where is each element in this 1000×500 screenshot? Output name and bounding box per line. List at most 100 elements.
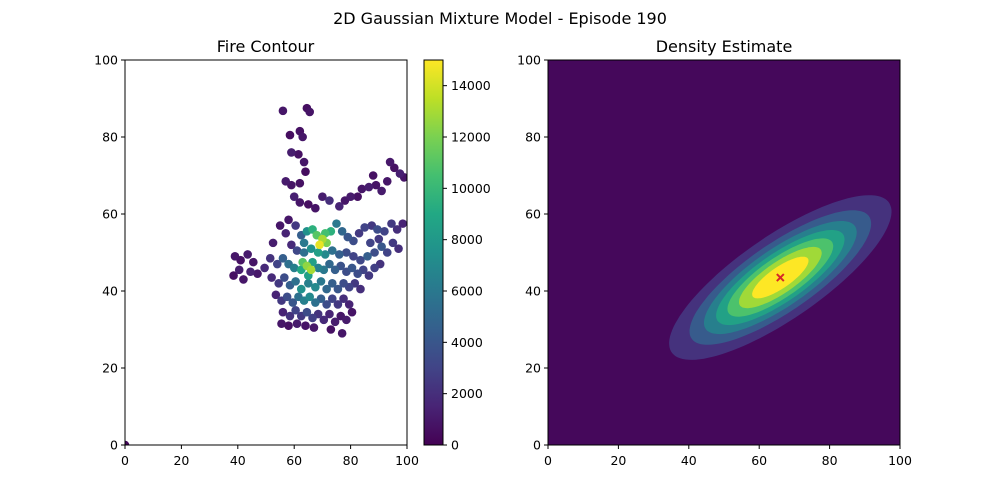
density-mean-marker	[776, 273, 785, 282]
fire-point	[335, 250, 344, 259]
fire-point	[271, 290, 281, 300]
fire-point	[385, 157, 395, 167]
fire-point	[281, 176, 291, 186]
colorbar-tick-label: 8000	[451, 232, 483, 247]
colorbar-tick-label: 12000	[451, 130, 491, 145]
fire-point	[302, 307, 312, 317]
fire-point	[278, 106, 288, 116]
fire-point	[335, 202, 344, 211]
fire-point	[342, 248, 351, 257]
fire-point	[343, 232, 353, 242]
figure-suptitle: 2D Gaussian Mixture Model - Episode 190	[333, 9, 667, 28]
fire-point	[299, 248, 309, 257]
fire-point	[377, 186, 386, 196]
fire-contour-plot-area	[125, 60, 407, 445]
fire-point	[299, 238, 309, 248]
mean-x-stroke	[776, 273, 785, 282]
fire-point	[382, 176, 392, 186]
fire-point	[291, 277, 300, 286]
fire-point	[354, 228, 364, 238]
fire-contour-x-tick-label: 60	[286, 453, 302, 468]
fire-point	[327, 294, 337, 304]
density-estimate-x-tick-label: 0	[544, 453, 552, 468]
colorbar-tick-label: 2000	[451, 386, 483, 401]
fire-point	[253, 269, 262, 278]
density-estimate-y-tick-label: 100	[517, 53, 541, 68]
density-estimate-x-tick-label: 60	[751, 453, 767, 468]
fire-point	[382, 248, 392, 257]
fire-point	[292, 246, 302, 255]
fire-point	[325, 196, 334, 205]
fire-contour-points	[125, 103, 407, 445]
fire-point	[353, 269, 362, 278]
fire-point	[292, 319, 302, 329]
fire-point	[294, 150, 303, 159]
fire-point	[239, 275, 248, 284]
fire-point	[322, 300, 331, 309]
fire-point	[275, 221, 285, 230]
fire-point	[325, 259, 334, 269]
fire-point	[387, 219, 396, 228]
fire-point	[295, 198, 305, 207]
fire-point	[284, 215, 293, 225]
colorbar-tick-label: 14000	[451, 78, 491, 93]
fire-point	[368, 171, 378, 180]
fire-contour-y-tick-label: 80	[102, 130, 118, 145]
fire-point	[330, 265, 340, 275]
fire-point	[289, 263, 299, 273]
colorbar-tick-label: 4000	[451, 335, 483, 350]
fire-point	[274, 279, 283, 288]
fire-point	[370, 248, 379, 257]
fire-point	[371, 180, 381, 190]
fire-point	[230, 252, 240, 261]
density-estimate-title: Density Estimate	[656, 37, 793, 56]
fire-point	[308, 313, 317, 323]
fire-point	[268, 238, 278, 248]
fire-point	[291, 221, 300, 230]
fire-point	[360, 223, 370, 232]
fire-point	[356, 284, 365, 294]
fire-point	[243, 250, 252, 259]
fire-contour-y-tick-label: 60	[102, 207, 118, 222]
fire-point	[327, 246, 337, 255]
fire-point	[301, 321, 310, 330]
fire-point	[234, 265, 244, 275]
fire-contour-x-tick-label: 0	[121, 453, 129, 468]
fire-point	[296, 284, 306, 294]
density-estimate-y-tick-label: 40	[525, 284, 541, 299]
fire-point	[285, 130, 295, 140]
fire-point	[326, 325, 336, 334]
fire-point	[288, 298, 298, 307]
fire-point	[357, 184, 367, 194]
fire-point	[380, 227, 389, 236]
fire-point	[304, 200, 313, 209]
fire-contour-x-tick-label: 40	[230, 453, 246, 468]
fire-point	[377, 242, 386, 252]
colorbar-gradient	[423, 59, 444, 446]
fire-point	[295, 178, 305, 188]
density-estimate-x-axis: 0 20 40 60 80 100	[544, 445, 912, 468]
fire-point	[299, 157, 309, 167]
fire-point	[125, 440, 130, 445]
colorbar: 0 2000 4000 6000 8000 10000 12000 14000	[423, 59, 491, 453]
fire-contour-y-tick-label: 40	[102, 284, 118, 299]
fire-point	[370, 263, 379, 273]
density-estimate-frame	[547, 59, 901, 446]
fire-point	[398, 219, 407, 228]
fire-point	[319, 315, 329, 325]
fire-point	[311, 203, 320, 213]
fire-point	[394, 244, 403, 253]
fire-point	[337, 227, 347, 236]
fire-contour-x-tick-label: 20	[173, 453, 189, 468]
fire-point	[289, 192, 299, 201]
fire-point	[311, 298, 320, 307]
density-estimate-y-tick-label: 80	[525, 130, 541, 145]
density-estimate-y-tick-label: 60	[525, 207, 541, 222]
fire-point	[249, 257, 258, 267]
fire-contour-panel: Fire Contour 0 20 40 60 80 100 0 20 40 60 80 100	[94, 37, 419, 468]
fire-point	[265, 253, 275, 263]
fire-point	[364, 271, 374, 280]
fire-contour-x-tick-label: 80	[343, 453, 359, 468]
density-estimate-x-tick-label: 40	[681, 453, 697, 468]
